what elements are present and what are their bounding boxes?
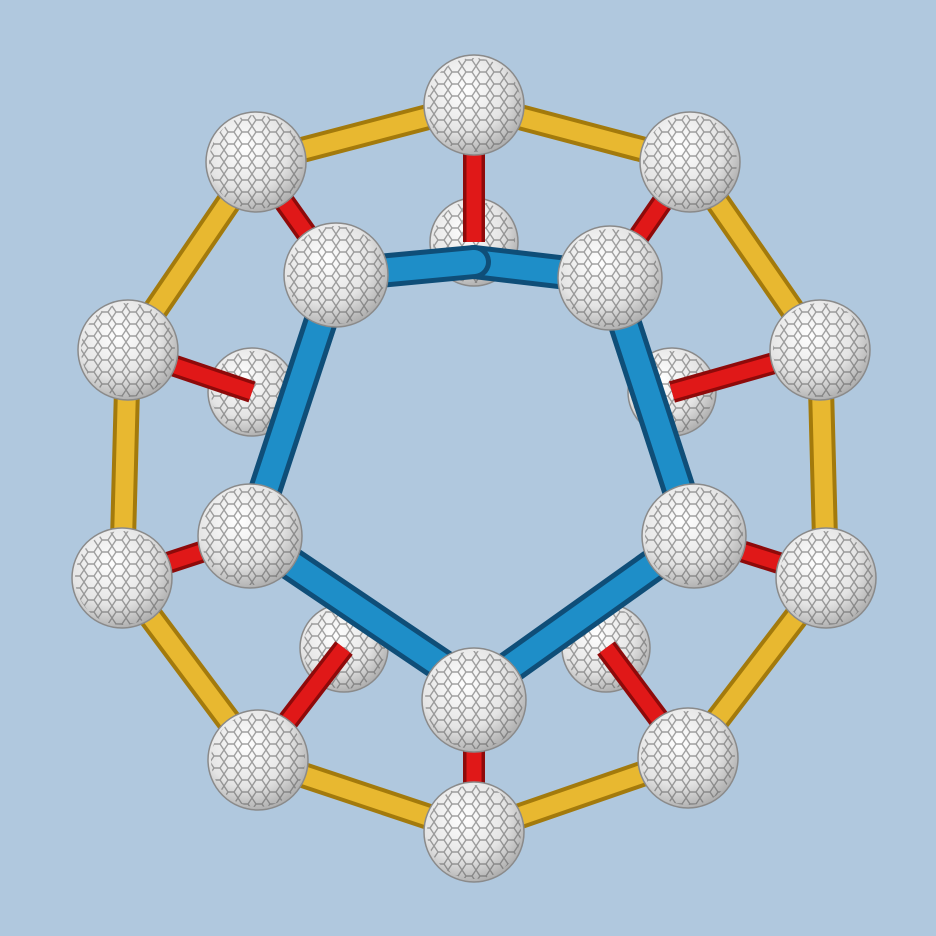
outer-node-9-mesh [209,115,303,209]
outer-node-2 [769,299,871,401]
outer-node-0 [423,54,525,156]
outer-node-3-mesh [779,531,873,625]
outer-node-4-mesh [641,711,735,805]
inner-node-4-mesh [425,651,523,749]
inner-node-1 [557,225,663,331]
outer-node-4 [637,707,739,809]
outer-node-9 [205,111,307,213]
inner-node-2 [197,483,303,589]
outer-node-7 [71,527,173,629]
outer-node-6 [207,709,309,811]
outer-node-3 [775,527,877,629]
inner-node-3 [641,483,747,589]
outer-node-5 [423,781,525,883]
front-nodes [71,54,877,883]
outer-node-1 [639,111,741,213]
inner-node-4 [421,647,527,753]
inner-node-3-mesh [645,487,743,585]
outer-node-7-mesh [75,531,169,625]
inner-node-2-mesh [201,487,299,585]
outer-node-2-mesh [773,303,867,397]
inner-node-0-mesh [287,226,385,324]
outer-node-5-mesh [427,785,521,879]
outer-node-8 [77,299,179,401]
outer-node-1-mesh [643,115,737,209]
inner-node-0 [283,222,389,328]
outer-node-0-mesh [427,58,521,152]
outer-node-6-mesh [211,713,305,807]
outer-node-8-mesh [81,303,175,397]
inner-node-1-mesh [561,229,659,327]
